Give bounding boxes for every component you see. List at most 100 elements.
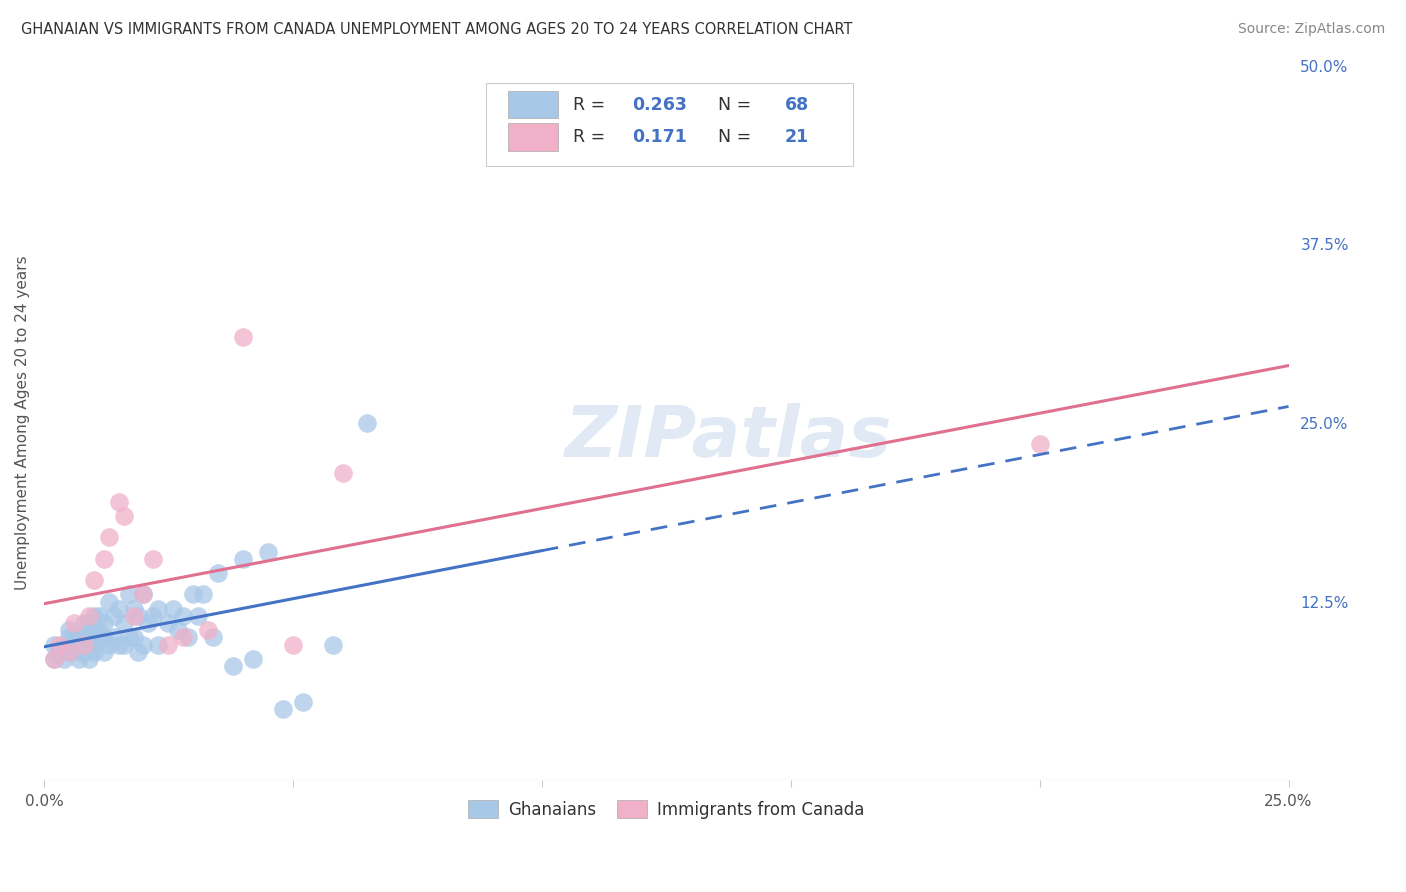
Point [83, 573, 105, 587]
Point [42, 652, 65, 666]
Point [83, 638, 105, 652]
Text: N =: N = [707, 128, 756, 146]
Point [197, 624, 219, 638]
Point [356, 416, 378, 430]
Point [77, 608, 100, 623]
Point [322, 638, 344, 652]
Point [187, 608, 209, 623]
Point [172, 631, 194, 645]
Point [73, 631, 96, 645]
Point [93, 551, 115, 566]
Point [73, 638, 96, 652]
FancyBboxPatch shape [508, 123, 558, 151]
Point [172, 608, 194, 623]
Text: 68: 68 [785, 96, 808, 114]
Point [127, 608, 149, 623]
Text: R =: R = [572, 96, 610, 114]
Point [42, 638, 65, 652]
Point [77, 652, 100, 666]
Point [207, 566, 229, 580]
Point [107, 638, 129, 652]
Point [242, 652, 264, 666]
Point [112, 616, 135, 631]
Point [122, 608, 145, 623]
Point [107, 601, 129, 615]
Point [177, 631, 200, 645]
Point [42, 652, 65, 666]
Point [58, 645, 80, 659]
Point [127, 645, 149, 659]
Point [73, 616, 96, 631]
Point [112, 638, 135, 652]
Point [107, 494, 129, 508]
Point [193, 587, 215, 601]
Point [97, 594, 120, 608]
Point [93, 631, 115, 645]
Point [232, 330, 254, 344]
Text: R =: R = [572, 128, 616, 146]
Legend: Ghanaians, Immigrants from Canada: Ghanaians, Immigrants from Canada [461, 794, 870, 826]
Point [52, 638, 75, 652]
Text: 21: 21 [785, 128, 808, 146]
Point [132, 638, 155, 652]
Point [148, 638, 170, 652]
Point [122, 631, 145, 645]
Text: Source: ZipAtlas.com: Source: ZipAtlas.com [1237, 22, 1385, 37]
Point [257, 544, 280, 558]
Point [181, 587, 204, 601]
Point [87, 624, 110, 638]
Point [281, 638, 304, 652]
Point [142, 608, 165, 623]
Point [67, 652, 90, 666]
Text: 0.171: 0.171 [633, 128, 688, 146]
Point [1028, 437, 1050, 451]
Point [291, 695, 314, 709]
Point [62, 638, 84, 652]
FancyBboxPatch shape [485, 84, 853, 166]
Text: N =: N = [707, 96, 756, 114]
Point [87, 608, 110, 623]
Point [77, 616, 100, 631]
Point [58, 645, 80, 659]
Point [162, 601, 184, 615]
Point [62, 631, 84, 645]
Point [58, 624, 80, 638]
Text: 0.263: 0.263 [633, 96, 688, 114]
Point [157, 638, 180, 652]
Point [73, 645, 96, 659]
Point [48, 645, 70, 659]
Point [148, 601, 170, 615]
Point [97, 638, 120, 652]
Point [103, 608, 125, 623]
Point [67, 645, 90, 659]
Point [93, 616, 115, 631]
Point [93, 645, 115, 659]
Point [112, 508, 135, 523]
Point [83, 624, 105, 638]
Point [97, 530, 120, 544]
Point [83, 645, 105, 659]
Point [122, 601, 145, 615]
Point [232, 551, 254, 566]
Point [87, 631, 110, 645]
Text: GHANAIAN VS IMMIGRANTS FROM CANADA UNEMPLOYMENT AMONG AGES 20 TO 24 YEARS CORREL: GHANAIAN VS IMMIGRANTS FROM CANADA UNEMP… [21, 22, 852, 37]
Point [138, 616, 160, 631]
Point [52, 652, 75, 666]
Point [132, 587, 155, 601]
Point [117, 587, 139, 601]
Point [142, 551, 165, 566]
Point [48, 638, 70, 652]
Text: ZIPatlas: ZIPatlas [565, 403, 893, 472]
Point [62, 616, 84, 631]
Point [157, 616, 180, 631]
Point [167, 624, 190, 638]
Y-axis label: Unemployment Among Ages 20 to 24 years: Unemployment Among Ages 20 to 24 years [15, 256, 30, 591]
FancyBboxPatch shape [508, 91, 558, 119]
Point [271, 702, 294, 716]
Point [83, 608, 105, 623]
Point [117, 631, 139, 645]
Point [222, 659, 245, 673]
Point [77, 638, 100, 652]
Point [132, 587, 155, 601]
Point [77, 631, 100, 645]
